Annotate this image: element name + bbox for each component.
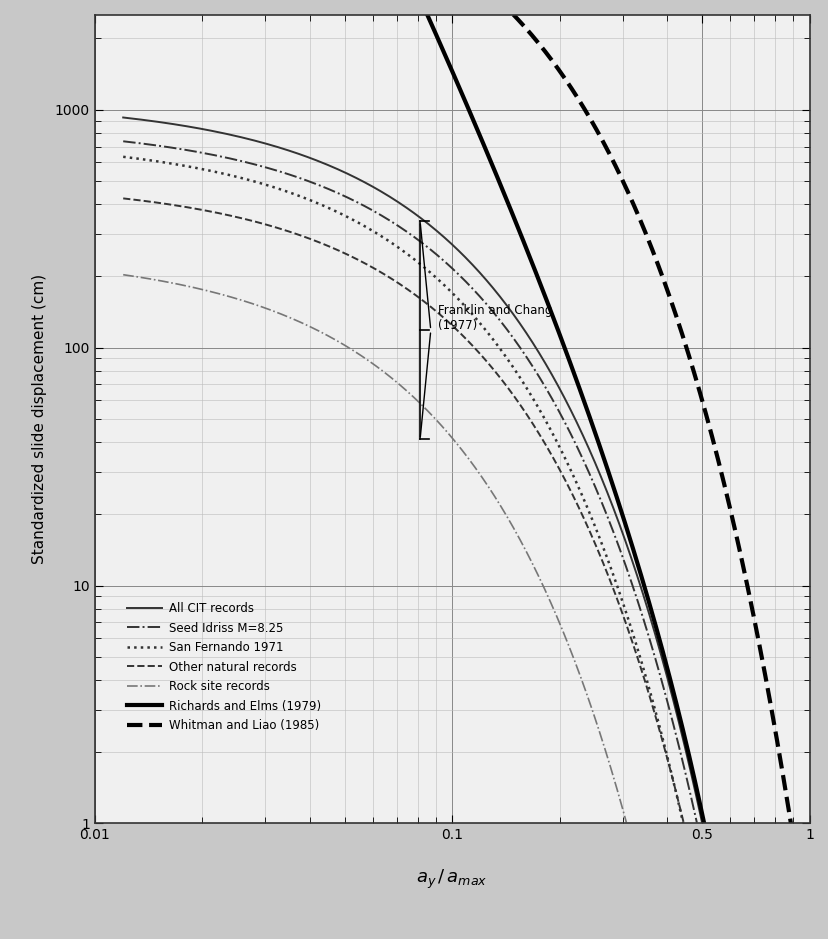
Line: Seed Idriss M=8.25: Seed Idriss M=8.25 xyxy=(123,141,696,823)
Other natural records xyxy=(509,392,519,403)
Whitman and Liao (1985) xyxy=(490,0,500,3)
All CIT records xyxy=(118,112,128,123)
San Fernando 1971 xyxy=(502,353,512,364)
Other natural records xyxy=(651,715,661,726)
Line: Rock site records: Rock site records xyxy=(123,275,626,823)
Seed Idriss M=8.25 xyxy=(118,135,128,146)
Richards and Elms (1979) xyxy=(586,418,596,429)
Seed Idriss M=8.25 xyxy=(659,686,669,698)
Whitman and Liao (1985) xyxy=(729,526,739,537)
Line: All CIT records: All CIT records xyxy=(123,117,701,824)
San Fernando 1971 xyxy=(118,151,128,162)
Seed Idriss M=8.25 xyxy=(691,817,701,828)
All CIT records xyxy=(696,818,706,829)
Line: Richards and Elms (1979): Richards and Elms (1979) xyxy=(418,0,703,824)
Richards and Elms (1979) xyxy=(698,818,708,829)
Seed Idriss M=8.25 xyxy=(631,592,641,603)
San Fernando 1971 xyxy=(449,289,459,300)
Whitman and Liao (1985) xyxy=(741,579,751,591)
Richards and Elms (1979) xyxy=(413,0,423,2)
San Fernando 1971 xyxy=(637,660,647,671)
Rock site records xyxy=(328,333,338,345)
Whitman and Liao (1985) xyxy=(753,641,763,653)
Whitman and Liao (1985) xyxy=(706,431,716,442)
Other natural records xyxy=(587,533,597,545)
Richards and Elms (1979) xyxy=(664,671,674,683)
Seed Idriss M=8.25 xyxy=(683,782,693,793)
San Fernando 1971 xyxy=(495,344,505,355)
Line: Whitman and Liao (1985): Whitman and Liao (1985) xyxy=(495,0,790,824)
All CIT records xyxy=(527,336,537,347)
Rock site records xyxy=(571,660,581,671)
Richards and Elms (1979) xyxy=(595,445,605,456)
Line: San Fernando 1971: San Fernando 1971 xyxy=(123,157,682,824)
Text: $a_y\,/\,a_{max}$: $a_y\,/\,a_{max}$ xyxy=(416,868,488,891)
All CIT records xyxy=(667,690,676,701)
Richards and Elms (1979) xyxy=(676,722,686,733)
Other natural records xyxy=(678,817,688,828)
Richards and Elms (1979) xyxy=(662,662,672,673)
Whitman and Liao (1985) xyxy=(724,505,734,516)
Seed Idriss M=8.25 xyxy=(556,411,566,423)
Richards and Elms (1979) xyxy=(575,387,585,398)
Other natural records xyxy=(118,192,128,204)
Rock site records xyxy=(118,269,128,281)
Legend: All CIT records, Seed Idriss M=8.25, San Fernando 1971, Other natural records, R: All CIT records, Seed Idriss M=8.25, San… xyxy=(122,597,326,737)
Seed Idriss M=8.25 xyxy=(649,650,659,661)
All CIT records xyxy=(605,497,615,508)
All CIT records xyxy=(624,549,634,561)
All CIT records xyxy=(669,702,679,714)
Y-axis label: Standardized slide displacement (cm): Standardized slide displacement (cm) xyxy=(31,274,46,564)
Whitman and Liao (1985) xyxy=(785,818,795,829)
Rock site records xyxy=(512,529,522,540)
Other natural records xyxy=(647,704,657,716)
San Fernando 1971 xyxy=(677,818,687,829)
Rock site records xyxy=(532,570,542,581)
San Fernando 1971 xyxy=(631,639,641,651)
Rock site records xyxy=(621,817,631,828)
Text: Franklin and Chang
(1977): Franklin and Chang (1977) xyxy=(437,304,551,332)
Seed Idriss M=8.25 xyxy=(410,232,420,243)
Whitman and Liao (1985) xyxy=(604,149,614,161)
Line: Other natural records: Other natural records xyxy=(123,198,683,823)
Rock site records xyxy=(210,287,220,299)
Other natural records xyxy=(658,741,668,752)
All CIT records xyxy=(676,731,686,743)
Other natural records xyxy=(606,579,616,591)
San Fernando 1971 xyxy=(580,500,590,512)
Rock site records xyxy=(465,455,474,467)
